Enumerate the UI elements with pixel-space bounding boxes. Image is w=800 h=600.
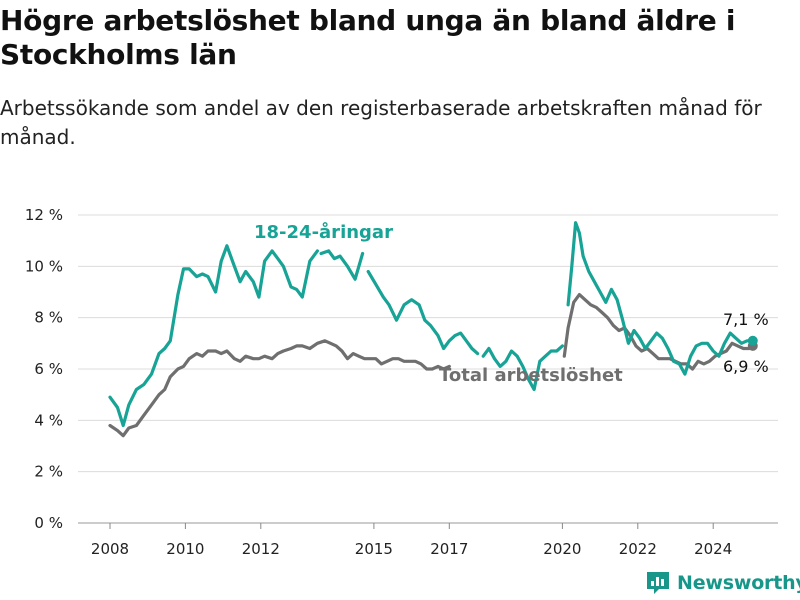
x-tick-label: 2010 [166, 540, 204, 558]
series-line-total [562, 293, 755, 371]
series-labels: 18-24-åringar Total arbetslöshet 7,1 % 6… [254, 221, 769, 386]
series-line-18-24 [481, 344, 564, 392]
x-tick-label: 2015 [355, 540, 393, 558]
x-tick-label: 2017 [430, 540, 468, 558]
grid-lines [78, 214, 778, 524]
series-line-18-24 [366, 269, 480, 356]
y-tick-label: 4 % [34, 411, 63, 429]
page-subtitle: Arbetssökande som andel av den registerb… [0, 96, 762, 149]
x-tick-label: 2020 [543, 540, 581, 558]
newsworthy-brand: Newsworthy [645, 569, 800, 597]
y-tick-label: 8 % [34, 309, 63, 327]
end-label-total: 6,9 % [723, 357, 769, 376]
series-line-18-24 [108, 244, 319, 428]
series-label-18-24: 18-24-åringar [254, 221, 393, 243]
series-line-18-24 [319, 249, 365, 281]
y-axis-ticks: 0 % 2 % 4 % 6 % 8 % 10 % 12 % [25, 206, 63, 532]
newsworthy-logo-icon [647, 572, 669, 594]
x-tick-label: 2008 [91, 540, 129, 558]
series-lines [108, 221, 758, 438]
y-tick-label: 2 % [34, 463, 63, 481]
page-title: Högre arbetslöshet bland unga än bland ä… [0, 4, 736, 71]
y-tick-label: 0 % [34, 514, 63, 532]
series-line-total [108, 339, 451, 438]
end-label-18-24: 7,1 % [723, 310, 769, 329]
y-tick-label: 6 % [34, 360, 63, 378]
y-tick-label: 10 % [25, 257, 63, 275]
x-axis-ticks: 2008 2010 2012 2015 2017 2020 2022 2024 [91, 523, 732, 558]
end-point-18-24 [747, 335, 758, 346]
series-label-total: Total arbetslöshet [439, 365, 623, 386]
x-tick-label: 2024 [694, 540, 732, 558]
x-tick-label: 2012 [242, 540, 280, 558]
series-line-18-24 [566, 221, 755, 376]
brand-name: Newsworthy [677, 572, 800, 594]
x-tick-label: 2022 [619, 540, 657, 558]
y-tick-label: 12 % [25, 206, 63, 224]
